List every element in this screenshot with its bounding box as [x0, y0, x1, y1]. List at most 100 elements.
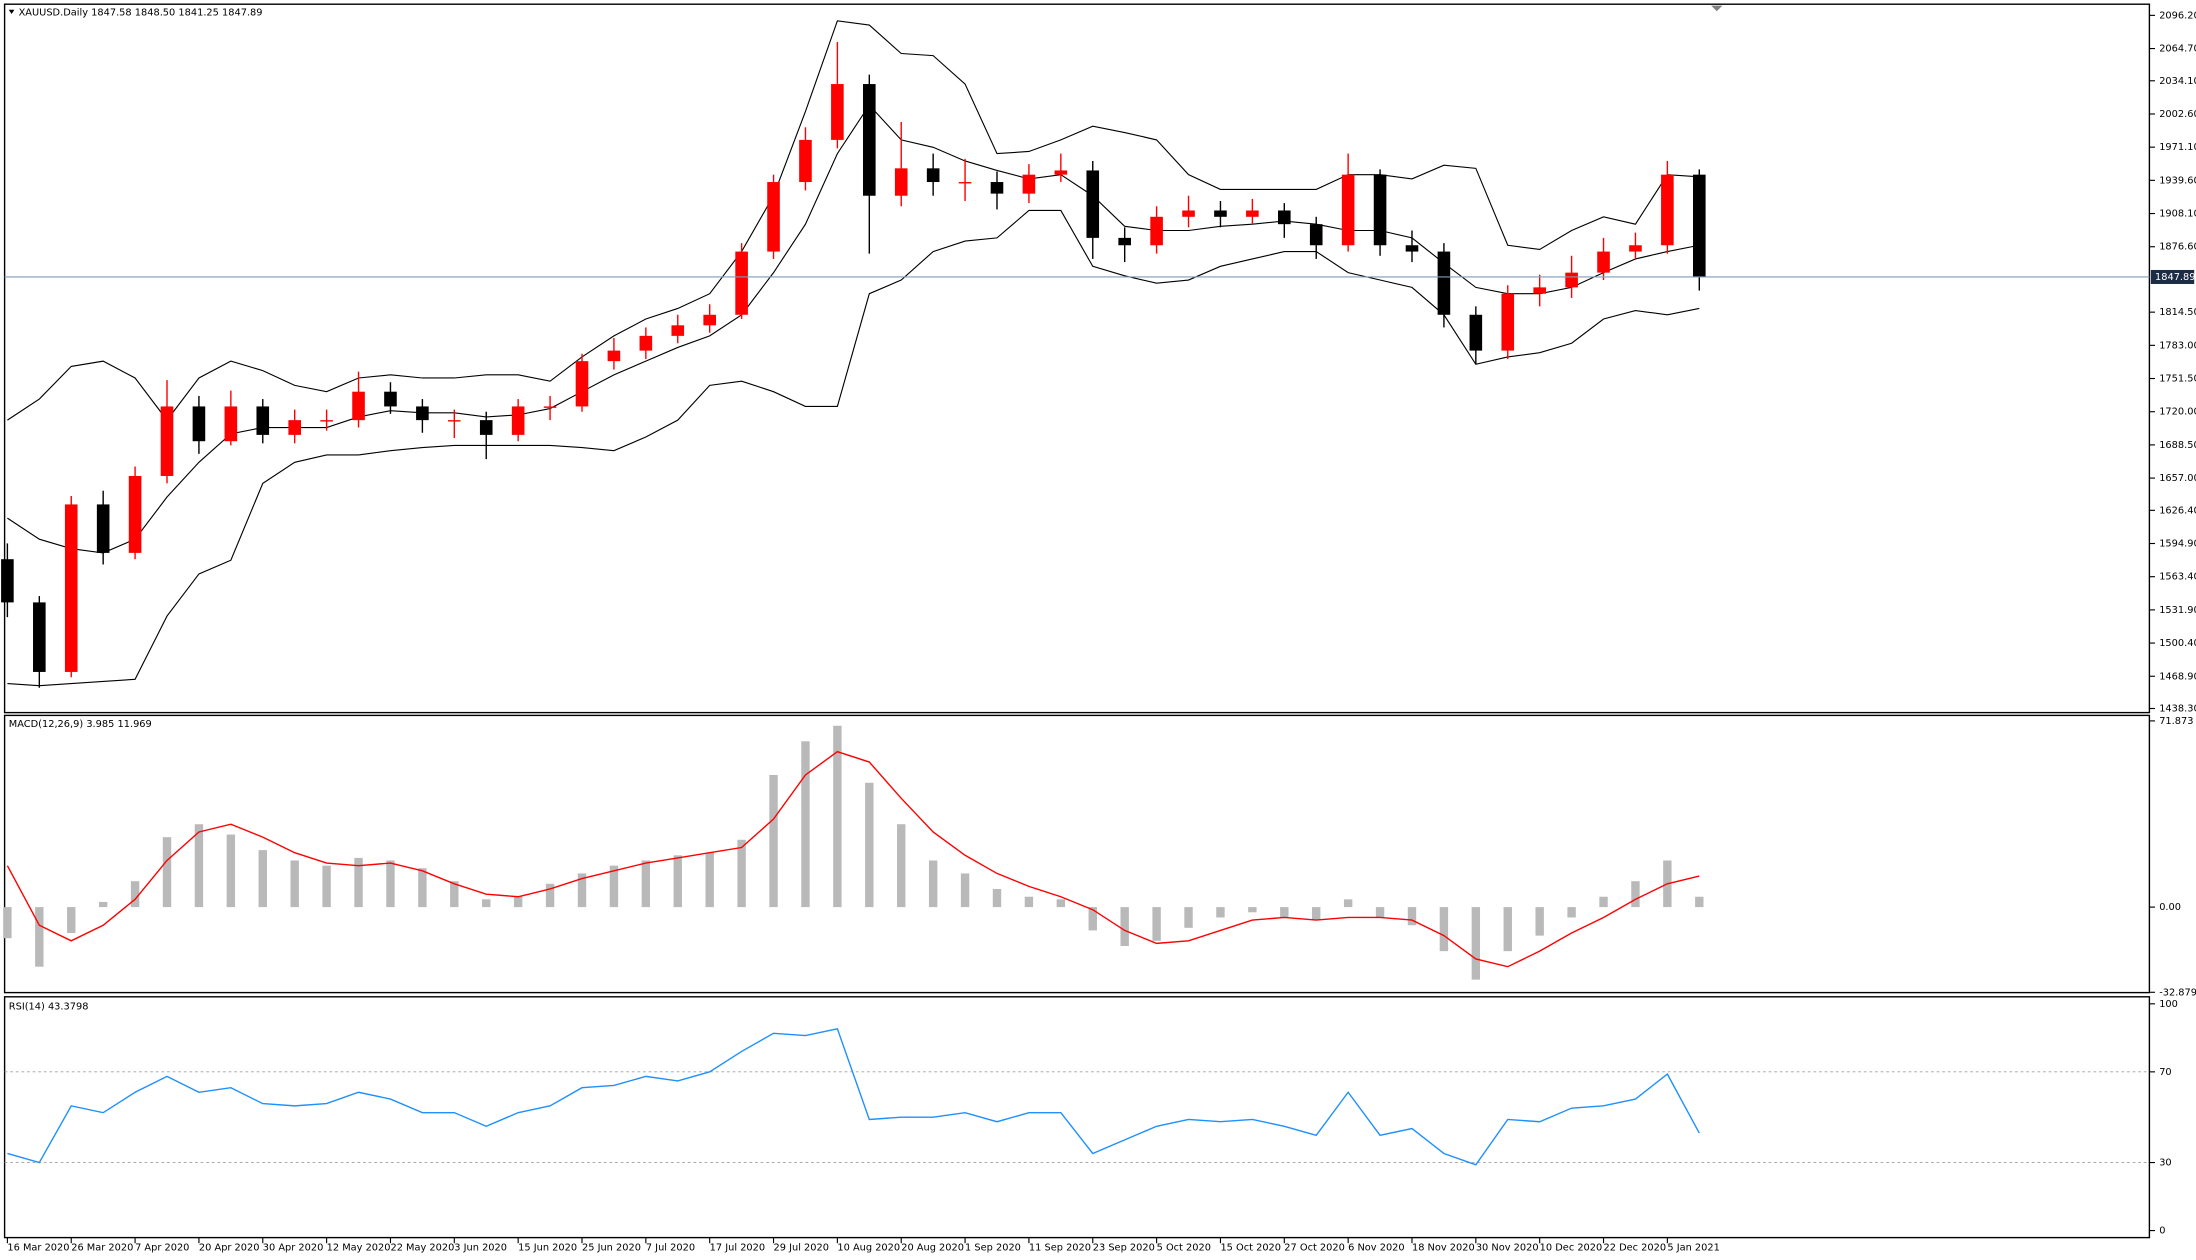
candle-body [894, 168, 908, 196]
y-tick-label: 0 [2159, 1226, 2165, 1237]
macd-bar [1312, 907, 1321, 921]
y-tick-label: 2034.10 [2159, 76, 2196, 87]
candle-body [1405, 245, 1419, 252]
bollinger-band [7, 209, 1700, 687]
macd-bar [545, 883, 555, 908]
macd-bar [3, 907, 12, 939]
price-title: XAUUSD.Daily 1847.58 1848.50 1841.25 184… [19, 8, 263, 19]
y-tick-label: 1876.60 [2159, 242, 2196, 253]
last-price-box [2150, 269, 2195, 284]
x-tick-label: 12 May 2020 [327, 1242, 391, 1253]
candle-body [1118, 237, 1131, 246]
macd-bar [1631, 881, 1640, 908]
candle-body [1150, 216, 1163, 246]
candle-body [1, 559, 14, 603]
y-tick-label: 1688.50 [2159, 440, 2196, 451]
candle-body [416, 406, 429, 421]
macd-bar [1056, 899, 1066, 908]
x-tick-label: 26 Mar 2020 [71, 1242, 133, 1253]
menu-arrow [8, 9, 15, 14]
macd-bar [130, 881, 140, 908]
candle-body [958, 182, 972, 184]
macd-bar [482, 899, 491, 908]
rsi-line [7, 1027, 1700, 1166]
macd-bar [1535, 907, 1544, 936]
candle-body [575, 361, 589, 407]
candle-body [1692, 174, 1706, 277]
x-tick-label: 25 Jun 2020 [582, 1242, 641, 1253]
candle-body [288, 420, 301, 435]
macd-bar [1216, 907, 1225, 918]
macd-bar [67, 907, 76, 934]
candle-body [511, 406, 525, 435]
candle-body [1565, 272, 1578, 288]
indicator-value: 43.3798 [48, 1002, 89, 1013]
y-tick-label: 30 [2159, 1158, 2171, 1169]
y-tick-label: -32.879 [2159, 987, 2196, 998]
candle-body [1277, 210, 1291, 225]
candle-body [767, 182, 780, 252]
candle-body [96, 504, 110, 553]
candle-body [352, 391, 365, 421]
candle-body [1246, 210, 1259, 217]
x-tick-label: 15 Oct 2020 [1220, 1242, 1281, 1253]
macd-bar [1695, 896, 1704, 908]
candle-body [990, 182, 1004, 194]
y-tick-label: 1908.10 [2159, 209, 2196, 220]
candle-body [639, 335, 653, 351]
macd-bar [258, 850, 267, 908]
macd-bar [194, 824, 204, 908]
macd-bar [960, 873, 970, 908]
candle-body [448, 420, 461, 422]
y-tick-label: 1971.10 [2159, 142, 2196, 153]
quote: 1847.58 1848.50 1841.25 1847.89 [91, 8, 262, 19]
y-tick-label: 70 [2159, 1067, 2171, 1078]
macd-bar [1343, 899, 1353, 908]
macd-bar [705, 852, 714, 908]
macd-bar [386, 860, 395, 908]
symbol: XAUUSD.Daily [19, 8, 89, 19]
y-tick-label: 1939.60 [2159, 175, 2196, 186]
macd-bar [1120, 907, 1129, 946]
macd-bar [865, 782, 874, 908]
price-panel [3, 3, 2151, 714]
candle-body [479, 420, 493, 435]
macd-bar [1184, 907, 1193, 928]
x-tick-label: 6 Nov 2020 [1348, 1242, 1405, 1253]
candle-body [1022, 174, 1036, 194]
y-tick-label: 100 [2159, 999, 2178, 1010]
candle-body [1182, 210, 1195, 217]
x-tick-label: 22 May 2020 [390, 1242, 454, 1253]
macd-bar [354, 857, 363, 908]
x-tick-label: 30 Apr 2020 [263, 1242, 324, 1253]
x-tick-label: 1 Sep 2020 [965, 1242, 1021, 1253]
y-tick-label: 1438.30 [2159, 703, 2196, 714]
macd-bar [737, 839, 746, 908]
candle-body [160, 406, 174, 476]
bollinger-band [7, 20, 1700, 422]
indicator-values: 3.985 11.969 [86, 719, 151, 730]
y-tick-label: 1626.40 [2159, 505, 2196, 516]
candle-body [671, 325, 685, 336]
macd-bar [1375, 907, 1385, 918]
macd-bar [162, 837, 172, 908]
macd-bar [1152, 907, 1161, 941]
macd-bar [1088, 907, 1097, 931]
macd-bar [801, 741, 810, 908]
macd-bar [641, 860, 651, 908]
macd-signal [6, 750, 1700, 968]
y-tick-label: 1657.00 [2159, 473, 2196, 484]
y-tick-label: 2064.70 [2159, 44, 2196, 55]
macd-bar [322, 865, 331, 908]
indicator-name: MACD(12,26,9) [9, 719, 83, 730]
candle-body [831, 84, 844, 140]
macd-bar [513, 896, 523, 908]
macd-bar [928, 860, 938, 908]
macd-bar [833, 725, 842, 908]
macd-bar [290, 860, 299, 908]
candle-body [863, 84, 876, 196]
y-tick-label: 2096.20 [2159, 10, 2196, 21]
candle-body [1373, 174, 1387, 246]
macd-bar [450, 881, 459, 908]
candle-body [543, 406, 557, 408]
